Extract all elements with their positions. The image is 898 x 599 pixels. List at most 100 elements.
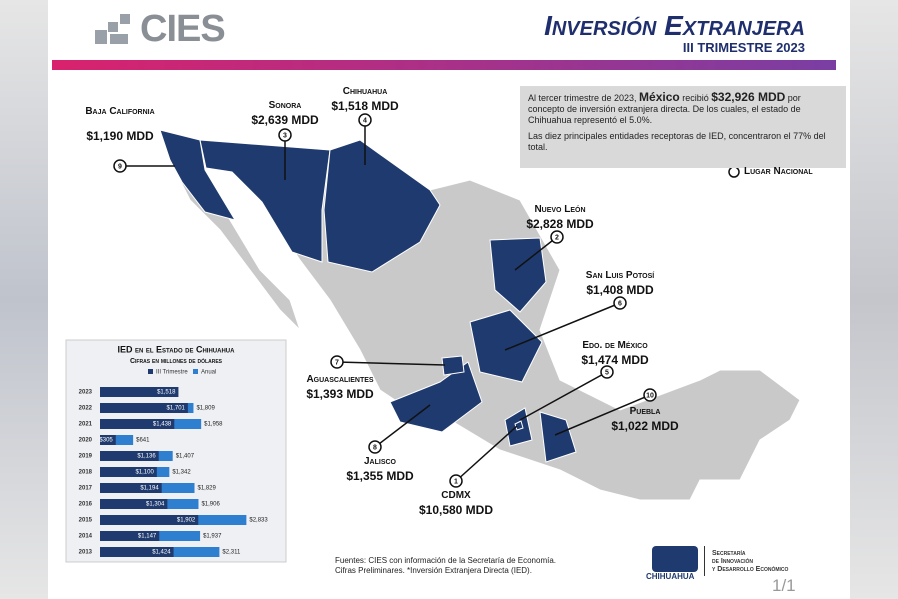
gov-name: CHIHUAHUA (646, 572, 695, 581)
value-label: $1,194 (140, 486, 159, 492)
rank: 5 (605, 369, 609, 376)
state-amount: $1,022 MDD (611, 419, 679, 433)
year-label: 2019 (79, 454, 93, 460)
legend-label: Anual (201, 370, 216, 376)
value-label: $1,342 (172, 470, 191, 476)
legend-label: Lugar Nacional (744, 166, 813, 177)
rank: 6 (618, 300, 622, 307)
value-label: $1,701 (167, 406, 186, 412)
value-label: $1,136 (137, 454, 156, 460)
text: Al tercer trimestre de 2023, (528, 93, 640, 103)
leader-line (519, 371, 608, 421)
rank: 4 (363, 117, 367, 124)
state-name: Edo. de México (582, 340, 648, 351)
inset-chart: IED en el Estado de Chihuahua Cifras en m… (65, 339, 287, 563)
side-blur (0, 0, 48, 599)
state-name: Baja California (85, 106, 155, 117)
bar (100, 499, 168, 509)
year-label: 2022 (79, 406, 93, 412)
rank-circle (550, 230, 564, 244)
leader-line (455, 425, 518, 482)
state-cdmx (514, 420, 524, 431)
state-amount: $1,393 MDD (306, 387, 374, 401)
value-label: $2,833 (249, 518, 268, 524)
state-amount: $1,518 MDD (331, 99, 399, 113)
text: de Innovación (712, 558, 754, 565)
value-label: $1,809 (196, 406, 215, 412)
page-number: 1/1 (772, 576, 796, 595)
title: Inversión Extranjera (544, 10, 805, 41)
year-label: 2020 (79, 438, 93, 444)
text: México (639, 90, 680, 104)
value-label: $1,937 (203, 534, 222, 540)
bar (100, 435, 116, 445)
logo-text: CIES (140, 8, 226, 50)
year-label: 2017 (79, 486, 93, 492)
bar (100, 547, 174, 557)
value-label: $1,100 (135, 470, 154, 476)
value-label: $1,902 (177, 518, 196, 524)
state-name: Puebla (629, 406, 661, 417)
gov-logo (652, 546, 698, 572)
state-sonora (199, 139, 331, 263)
legend-label: III Trimestre (156, 370, 188, 376)
inset-title: IED en el Estado de Chihuahua (118, 344, 236, 354)
rank: 8 (373, 444, 377, 451)
state-amount: $2,639 MDD (251, 113, 319, 127)
side-blur (850, 0, 898, 599)
bar (100, 451, 159, 461)
value-label: $1,304 (146, 502, 165, 508)
divider (704, 546, 705, 576)
year-label: 2015 (79, 518, 93, 524)
text: por concepto de inversión extranjera dir… (528, 93, 801, 125)
text: recibió (679, 93, 712, 103)
value-label: $1,829 (197, 486, 216, 492)
state-chihuahua (323, 139, 441, 273)
rank-circle (643, 388, 657, 402)
state-name: San Luis Potosí (585, 270, 655, 281)
value-label: $1,518 (157, 390, 176, 396)
rank-circle (330, 355, 344, 369)
value-label: $1,906 (201, 502, 220, 508)
rank-circle (368, 440, 382, 454)
year-label: 2021 (79, 422, 93, 428)
state-amount: $1,355 MDD (346, 469, 414, 483)
state-amount: $1,408 MDD (586, 283, 654, 297)
bar (100, 467, 157, 477)
summary-p1: Al tercer trimestre de 2023, México reci… (528, 90, 838, 126)
rank-circle (278, 128, 292, 142)
bar (100, 531, 160, 541)
rank-circle (613, 296, 627, 310)
state-name: CDMX (441, 490, 471, 501)
state-name: Jalisco (363, 456, 396, 467)
leader-line (504, 302, 621, 351)
state-amount: $2,828 MDD (526, 217, 594, 231)
year-label: 2016 (79, 502, 93, 508)
legend-circle (728, 166, 740, 178)
text: Fuentes: CIES con información de la Secr… (335, 556, 557, 565)
year-label: 2023 (79, 390, 93, 396)
text: Secretaría (712, 550, 746, 557)
leader-line (514, 236, 558, 271)
value-label: $1,438 (153, 422, 172, 428)
rank: 7 (335, 359, 339, 366)
subtitle: III TRIMESTRE 2023 (682, 40, 805, 55)
rank: 10 (646, 392, 654, 399)
rank-circle (449, 474, 463, 488)
value-label: $1,424 (152, 550, 171, 556)
logo-mark (95, 14, 130, 44)
state-amount: $1,474 MDD (581, 353, 649, 367)
rank: 2 (555, 234, 559, 241)
dept: Secretaría de Innovación y Desarrollo Ec… (712, 550, 788, 574)
leader-line (554, 394, 651, 436)
text: Cifras Preliminares. *Inversión Extranje… (335, 566, 532, 575)
value-label: $641 (136, 438, 150, 444)
value-label: $305 (99, 438, 113, 444)
value-label: $1,147 (138, 534, 157, 540)
leader-line (336, 361, 446, 366)
sources: Fuentes: CIES con información de la Secr… (335, 556, 556, 576)
bar (100, 483, 162, 493)
state-amount: $10,580 MDD (418, 503, 494, 517)
